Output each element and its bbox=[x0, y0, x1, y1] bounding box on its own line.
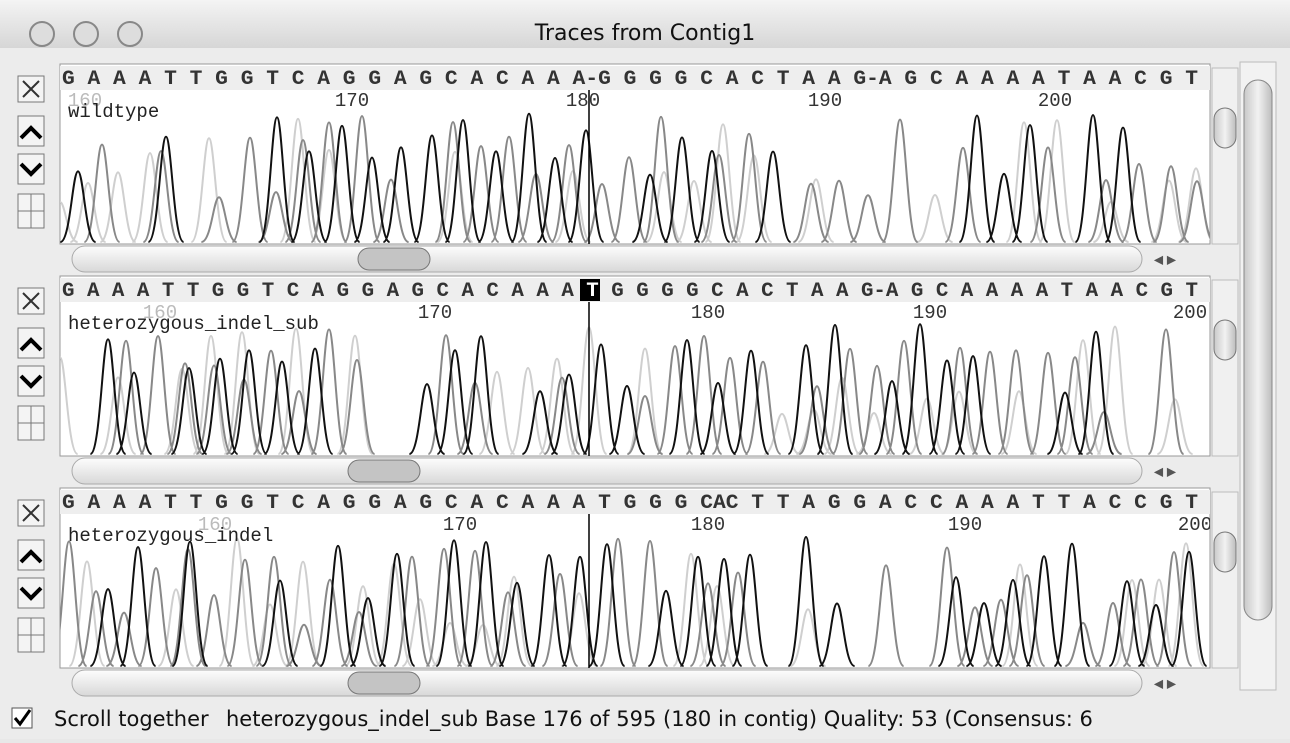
ruler-label: 180 bbox=[566, 90, 600, 112]
ruler-label: 190 bbox=[808, 90, 842, 112]
trace-panel: G A A A T T G G T C A G G A G C A C A A … bbox=[18, 488, 1238, 696]
ruler-label: 190 bbox=[948, 514, 982, 536]
trace-window: Traces from Contig1 Scroll together hete… bbox=[0, 0, 1290, 739]
ruler-label: 200 bbox=[1038, 90, 1072, 112]
ruler-label: 190 bbox=[913, 302, 947, 324]
ruler-label: 180 bbox=[691, 514, 725, 536]
h-scroll-thumb[interactable] bbox=[358, 248, 430, 270]
zoom-button[interactable] bbox=[118, 22, 142, 46]
trace-label: heterozygous_indel_sub bbox=[68, 313, 319, 335]
move-down-button[interactable] bbox=[18, 578, 44, 608]
move-up-button[interactable] bbox=[18, 116, 44, 146]
minimize-button[interactable] bbox=[74, 22, 98, 46]
h-scrollbar[interactable] bbox=[72, 458, 1142, 484]
v-scroll-thumb[interactable] bbox=[1214, 108, 1236, 148]
sequence: G A A A T T G G T C A G G A G C A C A A … bbox=[62, 492, 1198, 515]
sequence: G A A A T T G G T C A G G A G C A C A A … bbox=[62, 280, 1198, 303]
trace-panel: G A A A T T G G T C A G G A G C A C A A … bbox=[18, 276, 1238, 484]
move-up-button[interactable] bbox=[18, 328, 44, 358]
checkbox-label: Scroll together bbox=[54, 707, 209, 731]
scroll-arrows: ◀ ▶ bbox=[1154, 465, 1177, 479]
sequence-part: G A A A T T G G T C A G G A G C A C A A … bbox=[62, 492, 1198, 515]
sequence-part: T bbox=[586, 280, 598, 303]
v-scroll-thumb[interactable] bbox=[1214, 320, 1236, 360]
ruler-label: 180 bbox=[691, 302, 725, 324]
v-scroller[interactable] bbox=[1212, 280, 1238, 456]
sequence-part: G A A A T T G G T C A G G A G C A C A A … bbox=[62, 68, 1198, 91]
sequence-part: G G G G C A C T A A G-A G C A A A A T A … bbox=[599, 280, 1198, 303]
scroll-arrows: ◀ ▶ bbox=[1154, 253, 1177, 267]
ruler-label: 170 bbox=[418, 302, 452, 324]
ruler-label: 170 bbox=[443, 514, 477, 536]
move-down-button[interactable] bbox=[18, 154, 44, 184]
close-button[interactable] bbox=[30, 22, 54, 46]
h-scroll-thumb[interactable] bbox=[348, 460, 420, 482]
trace-label: wildtype bbox=[68, 101, 159, 123]
status-text: heterozygous_indel_sub Base 176 of 595 (… bbox=[226, 707, 1093, 732]
v-scroller[interactable] bbox=[1212, 68, 1238, 244]
window-title: Traces from Contig1 bbox=[534, 21, 755, 46]
h-scrollbar[interactable] bbox=[72, 670, 1142, 696]
ruler-label: 170 bbox=[335, 90, 369, 112]
trace-label: heterozygous_indel bbox=[68, 525, 273, 547]
ruler-label: 200 bbox=[1178, 514, 1212, 536]
trace-panel: G A A A T T G G T C A G G A G C A C A A … bbox=[18, 64, 1238, 272]
h-scrollbar[interactable] bbox=[72, 246, 1142, 272]
sequence: G A A A T T G G T C A G G A G C A C A A … bbox=[62, 68, 1198, 91]
v-scroll-thumb[interactable] bbox=[1214, 532, 1236, 572]
move-down-button[interactable] bbox=[18, 366, 44, 396]
move-up-button[interactable] bbox=[18, 540, 44, 570]
vertical-scroll-thumb[interactable] bbox=[1244, 80, 1272, 620]
h-scroll-thumb[interactable] bbox=[348, 672, 420, 694]
v-scroller[interactable] bbox=[1212, 492, 1238, 668]
ruler-label: 200 bbox=[1173, 302, 1207, 324]
sequence-part: G A A A T T G G T C A G G A G C A C A A … bbox=[62, 280, 586, 303]
scroll-arrows: ◀ ▶ bbox=[1154, 677, 1177, 691]
